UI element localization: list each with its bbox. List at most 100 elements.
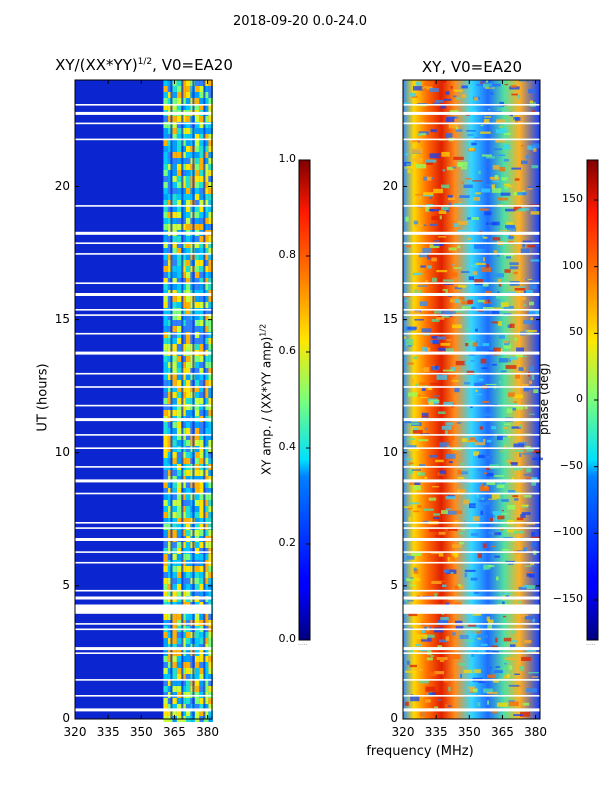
left-gap-line — [75, 418, 212, 422]
right-texture-cell — [483, 299, 487, 304]
left-high-cell — [199, 644, 204, 650]
left-high-cell — [167, 320, 173, 326]
left-high-cell — [172, 662, 177, 668]
left-high-cell — [185, 254, 191, 260]
right-texture-cell — [429, 196, 432, 199]
left-high-cell — [194, 248, 200, 254]
right-texture-cell — [472, 271, 478, 275]
left-high-cell — [172, 104, 177, 110]
left-high-cell — [167, 548, 173, 554]
left-high-cell — [176, 698, 182, 704]
right-texture-cell — [514, 449, 524, 452]
left-high-cell — [185, 104, 191, 110]
left-high-cell — [181, 542, 186, 548]
right-texture-cell — [433, 188, 444, 194]
left-high-cell — [208, 512, 213, 518]
left-high-cell — [181, 392, 186, 398]
left-high-cell — [163, 152, 168, 158]
right-gap-line — [403, 242, 540, 244]
right-texture-cell — [505, 365, 517, 369]
left-high-cell — [199, 92, 204, 98]
right-texture-cell — [470, 581, 474, 585]
tick-label: 10 — [382, 444, 398, 459]
left-high-cell — [181, 590, 186, 596]
right-texture-cell — [416, 634, 428, 640]
left-high-cell — [176, 590, 182, 596]
left-gap-band — [75, 604, 212, 614]
left-high-cell — [167, 98, 173, 104]
left-high-cell — [176, 98, 182, 104]
right-texture-cell — [439, 580, 446, 582]
right-texture-cell — [413, 668, 423, 671]
right-texture-cell — [529, 284, 537, 290]
right-texture-cell — [424, 634, 435, 638]
right-texture-cell — [530, 317, 534, 320]
left-high-cell — [172, 632, 177, 638]
left-high-cell — [194, 158, 200, 164]
left-high-cell — [208, 518, 213, 524]
left-high-cell — [181, 440, 186, 446]
left-high-cell — [208, 104, 213, 110]
left-high-cell — [185, 500, 191, 506]
left-high-cell — [167, 140, 173, 146]
left-high-cell — [203, 392, 209, 398]
right-texture-cell — [494, 273, 504, 278]
left-gap-line — [75, 479, 212, 483]
left-high-cell — [167, 572, 173, 578]
right-texture-cell — [491, 494, 501, 499]
right-texture-cell — [497, 279, 502, 282]
left-high-cell — [167, 542, 173, 548]
right-texture-cell — [434, 593, 438, 598]
left-high-cell — [208, 704, 213, 710]
left-high-cell — [208, 530, 213, 536]
left-high-cell — [176, 80, 182, 86]
right-texture-cell — [528, 413, 535, 415]
left-high-cell — [167, 482, 173, 488]
left-high-cell — [194, 272, 200, 278]
left-high-cell — [172, 458, 177, 464]
left-high-cell — [172, 212, 177, 218]
tick-label: 380 — [524, 725, 548, 739]
right-texture-cell — [446, 510, 457, 515]
left-high-cell — [176, 482, 182, 488]
right-texture-cell — [504, 657, 516, 660]
left-high-cell — [194, 398, 200, 404]
left-high-cell — [172, 548, 177, 554]
left-high-cell — [167, 344, 173, 350]
left-high-cell — [203, 494, 209, 500]
right-texture-cell — [483, 307, 494, 310]
left-high-cell — [176, 458, 182, 464]
left-high-cell — [172, 638, 177, 644]
left-high-cell — [163, 272, 168, 278]
right-gap-line — [403, 138, 540, 141]
right-texture-cell — [438, 553, 444, 557]
right-texture-cell — [457, 476, 465, 479]
left-high-cell — [203, 182, 209, 188]
left-high-cell — [176, 620, 182, 626]
left-high-cell — [181, 428, 186, 434]
right-texture-cell — [452, 263, 455, 266]
left-high-cell — [208, 164, 213, 170]
left-high-cell — [167, 332, 173, 338]
right-texture-cell — [422, 247, 431, 253]
right-texture-cell — [507, 505, 516, 510]
right-texture-cell — [412, 469, 421, 471]
left-high-cell — [185, 644, 191, 650]
right-texture-cell — [418, 394, 421, 397]
left-high-cell — [172, 422, 177, 428]
left-high-cell — [172, 332, 177, 338]
left-gap-line — [75, 332, 212, 335]
left-high-cell — [203, 458, 209, 464]
left-high-cell — [181, 656, 186, 662]
right-texture-cell — [405, 300, 409, 302]
tick-label: −150 — [552, 592, 583, 605]
left-high-cell — [194, 488, 200, 494]
left-high-cell — [208, 410, 213, 416]
right-texture-cell — [457, 245, 461, 249]
right-texture-cell — [489, 235, 492, 238]
left-high-cell — [163, 80, 168, 86]
right-texture-cell — [445, 496, 456, 500]
right-gap-line — [403, 647, 540, 651]
right-texture-cell — [524, 565, 532, 567]
left-high-cell — [176, 512, 182, 518]
